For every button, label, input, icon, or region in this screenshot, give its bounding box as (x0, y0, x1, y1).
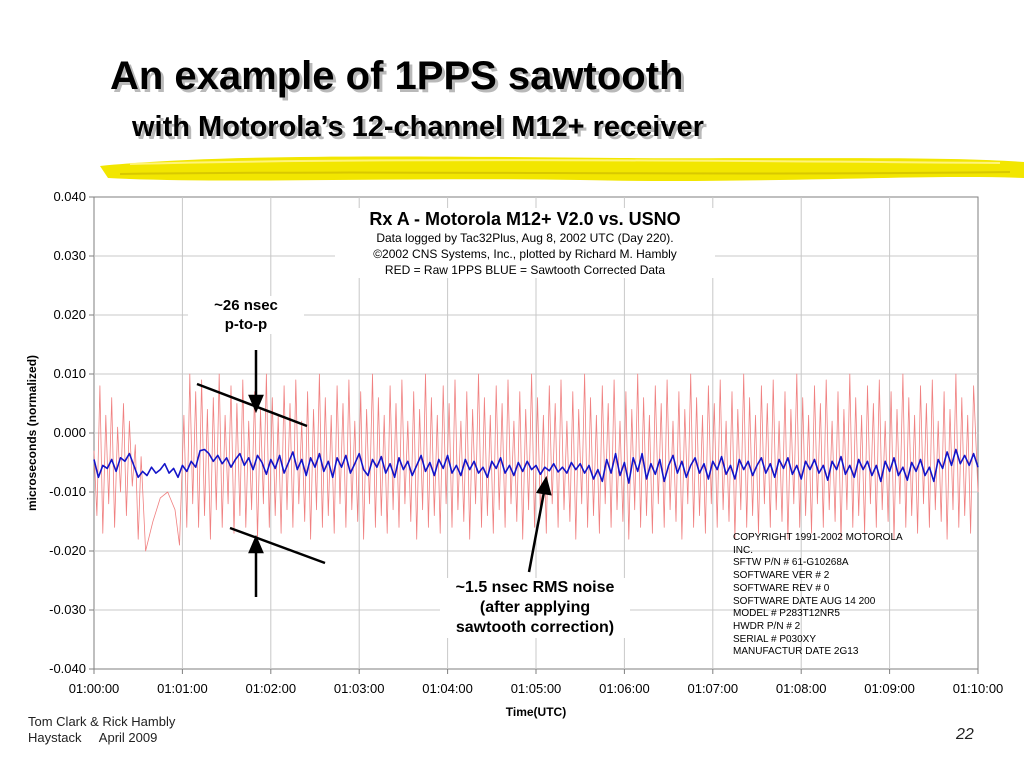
annotation-rms-line-1: ~1.5 nsec RMS noise (455, 579, 615, 596)
annotation-peak-to-peak: ~26 nsec p-to-p (188, 296, 304, 334)
x-tick-label: 01:09:00 (864, 681, 915, 696)
y-axis-title: microseconds (normalized) (25, 355, 39, 511)
arrow-up-head (248, 534, 264, 554)
y-tick-label: 0.000 (53, 425, 86, 440)
annotation-rms-line-2: (after applying (479, 599, 591, 616)
x-tick-label: 01:10:00 (953, 681, 1004, 696)
chart-title: Rx A - Motorola M12+ V2.0 vs. USNO (369, 209, 681, 229)
footer-authors: Tom Clark & Rick Hambly (28, 714, 176, 729)
receiver-info-line: SOFTWARE VER # 2 (733, 570, 830, 582)
annotation-p2p-line-1: ~26 nsec (214, 297, 278, 314)
receiver-info-line: INC. (733, 544, 753, 556)
chart-title-box: Rx A - Motorola M12+ V2.0 vs. USNO Data … (335, 208, 715, 278)
slide-title: An example of 1PPS sawtooth (110, 54, 684, 98)
y-tick-label: 0.040 (53, 189, 86, 204)
series-line-raw (93, 373, 979, 552)
y-tick-label: -0.020 (49, 543, 86, 558)
receiver-info-line: SFTW P/N # 61-G10268A (733, 557, 849, 569)
x-tick-label: 01:07:00 (687, 681, 738, 696)
yellow-brush-stroke (100, 156, 1024, 181)
arrow-down-head (248, 394, 264, 414)
y-tick-label: 0.030 (53, 248, 86, 263)
receiver-info-line: SOFTWARE REV # 0 (733, 582, 830, 594)
x-tick-label: 01:00:00 (69, 681, 120, 696)
x-axis-title: Time(UTC) (506, 705, 566, 719)
y-tick-label: -0.030 (49, 602, 86, 617)
receiver-info-line: HWDR P/N # 2 (733, 620, 801, 632)
receiver-info-line: COPYRIGHT 1991-2002 MOTOROLA (733, 532, 903, 543)
chart-legend-text: RED = Raw 1PPS BLUE = Sawtooth Corrected… (384, 263, 666, 277)
series-line-corrected (93, 448, 979, 484)
x-tick-label: 01:08:00 (776, 681, 827, 696)
x-tick-label: 01:05:00 (511, 681, 562, 696)
series-sawtooth-corrected (93, 448, 979, 484)
x-tick-label: 01:03:00 (334, 681, 385, 696)
page-number: 22 (956, 726, 974, 743)
annotation-arrows (196, 350, 552, 597)
x-tick-label: 01:01:00 (157, 681, 208, 696)
chart-subtitle-line-1: Data logged by Tac32Plus, Aug 8, 2002 UT… (376, 231, 674, 245)
receiver-info-line: SERIAL # P030XY (733, 633, 817, 645)
receiver-info-line: MANUFACTUR DATE 2G13 (733, 646, 859, 658)
slide-subtitle: with Motorola’s 12-channel M12+ receiver (132, 111, 704, 143)
annotation-rms-noise: ~1.5 nsec RMS noise (after applying sawt… (440, 578, 630, 638)
receiver-info-line: SOFTWARE DATE AUG 14 200 (733, 595, 876, 607)
top-envelope-line (196, 382, 308, 428)
x-tick-label: 01:02:00 (245, 681, 296, 696)
footer-venue-date: Haystack April 2009 (28, 730, 158, 745)
receiver-info-line: MODEL # P283T12NR5 (733, 608, 840, 620)
x-tick-label: 01:04:00 (422, 681, 473, 696)
annotation-p2p-line-2: p-to-p (224, 316, 268, 333)
bottom-envelope-line (229, 526, 326, 565)
x-axis-ticks: 01:00:00 01:01:00 01:02:00 01:03:00 01:04:00… (69, 669, 1004, 696)
arrow-rms-head (535, 475, 552, 496)
y-tick-label: 0.010 (53, 366, 86, 381)
footer: Tom Clark & Rick Hambly Haystack April 2… (28, 714, 175, 746)
chart-subtitle-line-2: ©2002 CNS Systems, Inc., plotted by Rich… (373, 247, 677, 261)
arrow-rms-shaft (527, 491, 546, 573)
y-tick-label: 0.020 (53, 307, 86, 322)
y-tick-label: -0.010 (49, 484, 86, 499)
x-tick-label: 01:06:00 (599, 681, 650, 696)
annotation-rms-line-3: sawtooth correction) (455, 619, 615, 636)
y-tick-label: -0.040 (49, 661, 86, 676)
y-axis-ticks: 0.040 0.030 0.020 0.010 0.000 -0.010 -0.020 -0.… (49, 189, 94, 676)
receiver-info-block: COPYRIGHT 1991-2002 MOTOROLA INC. SFTW P… (733, 532, 933, 659)
series-raw-1pps (93, 373, 979, 552)
